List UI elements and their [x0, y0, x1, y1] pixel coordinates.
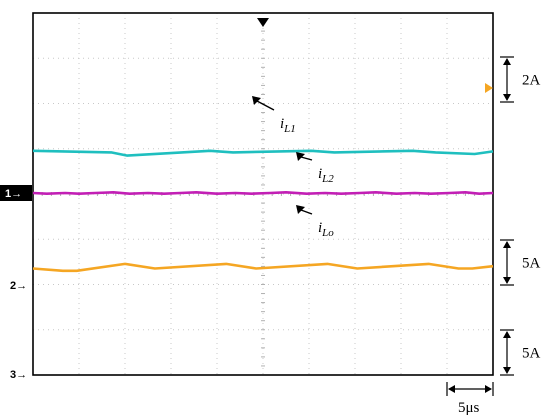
i-lo-arrowhead-icon — [296, 205, 305, 214]
channel-1-offset-icon — [485, 83, 493, 93]
i-l2-pointer-arrow — [300, 156, 313, 161]
scale-indicators: 2A 5A 5A 5μs — [446, 56, 541, 416]
trace-i-l1 — [32, 262, 494, 273]
i-l1-label: iL1 — [280, 116, 296, 135]
channel-3-scale: 5A — [500, 329, 541, 376]
i-lo-label: iLo — [318, 220, 334, 239]
channel-1-scale-label: 2A — [522, 73, 541, 89]
channel-1-scale: 2A — [500, 56, 541, 103]
trigger-marker-icon — [257, 18, 269, 27]
i-l2-label: iL2 — [318, 166, 334, 185]
channel-1-marker: 1→ — [0, 185, 32, 201]
svg-text:1→: 1→ — [5, 188, 22, 200]
timebase-scale: 5μs — [446, 382, 494, 416]
i-l1-pointer-arrow — [256, 100, 275, 111]
i-l2-arrowhead-icon — [296, 152, 305, 161]
channel-3-scale-label: 5A — [522, 346, 541, 362]
trace-i-lo — [32, 191, 494, 195]
channel-markers: 1→ 2→ 3→ — [0, 185, 32, 381]
svg-text:2→: 2→ — [10, 280, 27, 292]
trace-i-l2 — [32, 149, 494, 157]
timebase-label: 5μs — [458, 400, 480, 416]
channel-3-marker: 3→ — [10, 369, 27, 381]
channel-2-marker: 2→ — [10, 280, 27, 292]
channel-2-scale-label: 5A — [522, 256, 541, 272]
annotations: iL1 iL2 iLo — [252, 96, 334, 239]
i-l1-arrowhead-icon — [252, 96, 261, 105]
traces — [32, 149, 494, 273]
i-lo-pointer-arrow — [300, 209, 313, 215]
svg-text:3→: 3→ — [10, 369, 27, 381]
channel-2-scale: 5A — [500, 239, 541, 286]
